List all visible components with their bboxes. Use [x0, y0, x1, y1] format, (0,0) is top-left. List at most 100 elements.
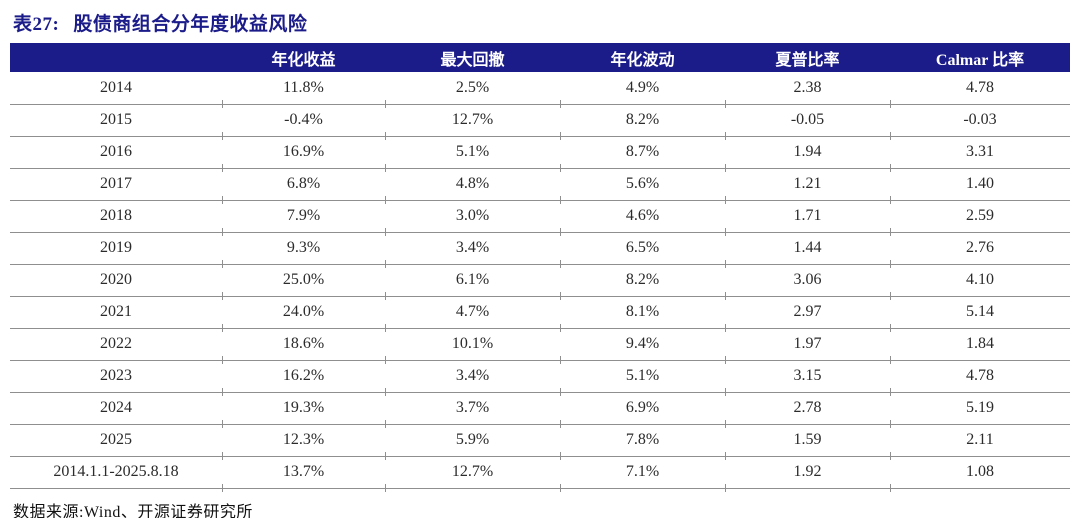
table-cell: 2.76 [889, 228, 1070, 267]
table-cell: 19.3% [221, 388, 385, 427]
table-cell: 3.15 [724, 356, 890, 395]
row-label-year: 2015 [10, 104, 222, 137]
table-cell: 1.44 [724, 228, 890, 267]
table-cell: 1.84 [889, 324, 1070, 363]
table-cell: 8.1% [559, 292, 725, 331]
row-label-year: 2023 [10, 360, 222, 393]
table-row: 2022 18.6% 10.1% 9.4% 1.97 1.84 [10, 324, 1070, 363]
table-row: 2014.1.1-2025.8.18 13.7% 12.7% 7.1% 1.92 1.08 [10, 452, 1070, 491]
table-cell: 5.14 [889, 292, 1070, 331]
table-cell: 7.1% [559, 452, 725, 491]
row-label-year: 2017 [10, 168, 222, 201]
table-cell: 10.1% [384, 324, 560, 363]
table-cell: 2.11 [889, 420, 1070, 459]
table-cell: 2.59 [889, 196, 1070, 235]
table-row: 2018 7.9% 3.0% 4.6% 1.71 2.59 [10, 196, 1070, 235]
column-header-sharpe-ratio: 夏普比率 [725, 43, 890, 72]
table-cell: 1.08 [889, 452, 1070, 491]
table-cell: 6.1% [384, 260, 560, 299]
table-cell: 1.40 [889, 164, 1070, 203]
table-cell: 9.4% [559, 324, 725, 363]
table-number-label: 表27: [13, 14, 60, 35]
row-label-year: 2019 [10, 232, 222, 265]
table-cell: 13.7% [221, 452, 385, 491]
table-row: 2017 6.8% 4.8% 5.6% 1.21 1.40 [10, 164, 1070, 203]
row-label-year: 2014 [10, 72, 222, 105]
table-cell: 3.4% [384, 356, 560, 395]
table-cell: 24.0% [221, 292, 385, 331]
row-label-year: 2024 [10, 392, 222, 425]
table-row: 2023 16.2% 3.4% 5.1% 3.15 4.78 [10, 356, 1070, 395]
column-header-annualized-return: 年化收益 [222, 43, 385, 72]
table-cell: 4.10 [889, 260, 1070, 299]
table-cell: -0.4% [221, 100, 385, 139]
table-cell: 18.6% [221, 324, 385, 363]
table-cell: 12.7% [384, 100, 560, 139]
table-cell: 4.7% [384, 292, 560, 331]
table-cell: 1.59 [724, 420, 890, 459]
table-cell: 4.9% [559, 72, 725, 108]
row-label-year: 2014.1.1-2025.8.18 [10, 456, 222, 489]
table-cell: 16.9% [221, 132, 385, 171]
row-label-year: 2022 [10, 328, 222, 361]
table-cell: 12.3% [221, 420, 385, 459]
column-header-year [10, 43, 222, 72]
row-label-year: 2021 [10, 296, 222, 329]
table-cell: 5.6% [559, 164, 725, 203]
table-cell: 9.3% [221, 228, 385, 267]
table-cell: 2.38 [724, 72, 890, 108]
table-row: 2014 11.8% 2.5% 4.9% 2.38 4.78 [10, 72, 1070, 108]
table-cell: 4.6% [559, 196, 725, 235]
table-cell: 6.5% [559, 228, 725, 267]
table-cell: 3.4% [384, 228, 560, 267]
table-cell: 3.31 [889, 132, 1070, 171]
table-cell: 5.1% [559, 356, 725, 395]
table-cell: 2.78 [724, 388, 890, 427]
table-title-text: 股债商组合分年度收益风险 [73, 14, 308, 35]
table-cell: 4.78 [889, 356, 1070, 395]
table-cell: 3.0% [384, 196, 560, 235]
table-cell: 1.92 [724, 452, 890, 491]
row-label-year: 2018 [10, 200, 222, 233]
table-cell: 4.8% [384, 164, 560, 203]
table-cell: 1.21 [724, 164, 890, 203]
table-header-row: 年化收益 最大回撤 年化波动 夏普比率 Calmar 比率 [10, 43, 1070, 72]
table-cell: 6.8% [221, 164, 385, 203]
table-cell: 2.97 [724, 292, 890, 331]
row-label-year: 2020 [10, 264, 222, 297]
table-cell: 7.9% [221, 196, 385, 235]
table-body: 2014 11.8% 2.5% 4.9% 2.38 4.78 2015 -0.4% 12.7% 8… [10, 72, 1070, 491]
table-cell: 2.5% [384, 72, 560, 108]
table-cell: 1.97 [724, 324, 890, 363]
table-cell: 8.7% [559, 132, 725, 171]
table-row: 2025 12.3% 5.9% 7.8% 1.59 2.11 [10, 420, 1070, 459]
table-cell: 8.2% [559, 100, 725, 139]
table-cell: 5.9% [384, 420, 560, 459]
table-cell: 8.2% [559, 260, 725, 299]
row-label-year: 2016 [10, 136, 222, 169]
table-cell: 1.71 [724, 196, 890, 235]
table-row: 2021 24.0% 4.7% 8.1% 2.97 5.14 [10, 292, 1070, 331]
table-cell: 16.2% [221, 356, 385, 395]
table-cell: -0.03 [889, 100, 1070, 139]
table-cell: 7.8% [559, 420, 725, 459]
table-cell: 5.19 [889, 388, 1070, 427]
data-source-note: 数据来源:Wind、开源证券研究所 [13, 503, 253, 518]
table-row: 2016 16.9% 5.1% 8.7% 1.94 3.31 [10, 132, 1070, 171]
table-row: 2020 25.0% 6.1% 8.2% 3.06 4.10 [10, 260, 1070, 299]
table-row: 2015 -0.4% 12.7% 8.2% -0.05 -0.03 [10, 100, 1070, 139]
table-cell: 5.1% [384, 132, 560, 171]
table-title: 表27: 股债商组合分年度收益风险 [0, 0, 1080, 43]
table-cell: 3.06 [724, 260, 890, 299]
table-cell: 4.78 [889, 72, 1070, 108]
column-header-calmar-ratio: Calmar 比率 [890, 43, 1070, 72]
table-cell: 1.94 [724, 132, 890, 171]
annual-performance-table: 年化收益 最大回撤 年化波动 夏普比率 Calmar 比率 2014 11.8% 2… [10, 43, 1070, 491]
table-cell: 3.7% [384, 388, 560, 427]
table-cell: -0.05 [724, 100, 890, 139]
table-cell: 12.7% [384, 452, 560, 491]
table-row: 2024 19.3% 3.7% 6.9% 2.78 5.19 [10, 388, 1070, 427]
column-header-annualized-volatility: 年化波动 [560, 43, 725, 72]
table-row: 2019 9.3% 3.4% 6.5% 1.44 2.76 [10, 228, 1070, 267]
table-cell: 6.9% [559, 388, 725, 427]
